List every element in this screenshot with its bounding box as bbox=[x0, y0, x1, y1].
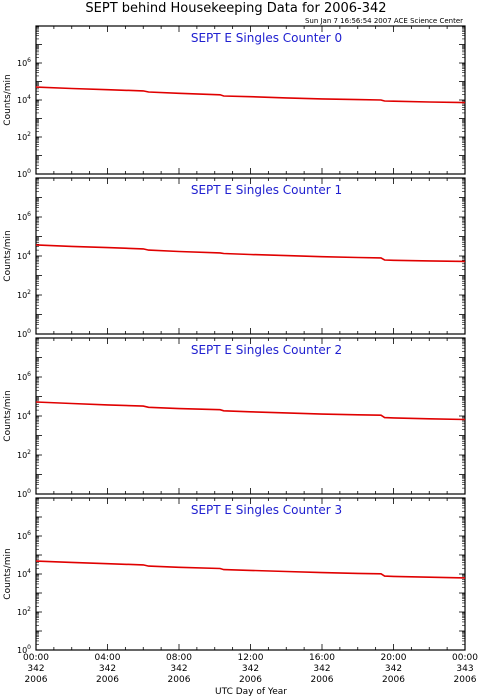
y-tick-label: 106 bbox=[17, 211, 31, 222]
y-tick-label: 106 bbox=[17, 371, 31, 382]
x-tick-label: 342 bbox=[27, 664, 44, 674]
x-tick-label: 2006 bbox=[311, 675, 334, 685]
x-tick-label: 342 bbox=[385, 664, 402, 674]
y-axis-label: Counts/min bbox=[3, 390, 13, 441]
x-tick-label: 12:00 bbox=[238, 653, 264, 663]
panel-title: SEPT E Singles Counter 3 bbox=[191, 503, 342, 517]
panel-3: 100 102 104 106 Counts/min SEPT E Singles Cou… bbox=[3, 497, 466, 655]
y-axis-label: Counts/min bbox=[3, 548, 13, 599]
y-tick-label: 104 bbox=[17, 94, 31, 105]
x-tick-label: 2006 bbox=[454, 675, 477, 685]
x-tick-label: 342 bbox=[242, 664, 259, 674]
panels: 100 102 104 106 Counts/min SEPT E Singles Cou… bbox=[3, 25, 466, 655]
x-tick-label: 2006 bbox=[25, 675, 48, 685]
y-axis-label: Counts/min bbox=[3, 230, 13, 281]
x-tick-label: 342 bbox=[313, 664, 330, 674]
x-tick-label: 00:00 bbox=[23, 653, 49, 663]
x-tick-label: 20:00 bbox=[381, 653, 407, 663]
panel-title: SEPT E Singles Counter 0 bbox=[191, 31, 342, 45]
y-tick-label: 104 bbox=[17, 568, 31, 579]
panel-2: 100 102 104 106 Counts/min SEPT E Singles Cou… bbox=[3, 337, 466, 499]
panel-title: SEPT E Singles Counter 1 bbox=[191, 183, 342, 197]
x-tick-label: 343 bbox=[456, 664, 473, 674]
y-tick-label: 104 bbox=[17, 250, 31, 261]
y-tick-label: 100 bbox=[17, 328, 31, 339]
y-tick-label: 102 bbox=[17, 606, 31, 617]
panel-0: 100 102 104 106 Counts/min SEPT E Singles Cou… bbox=[3, 25, 466, 179]
x-tick-label: 2006 bbox=[239, 675, 262, 685]
x-tick-label: 08:00 bbox=[166, 653, 192, 663]
panel-frame bbox=[35, 497, 466, 651]
counter-series-line bbox=[35, 401, 466, 421]
y-tick-label: 102 bbox=[17, 289, 31, 300]
x-tick-label: 04:00 bbox=[95, 653, 121, 663]
figure-timestamp: Sun Jan 7 16:56:54 2007 ACE Science Cent… bbox=[305, 17, 463, 25]
y-tick-label: 100 bbox=[17, 168, 31, 179]
counter-series-line bbox=[35, 244, 466, 263]
x-axis-labels: 00:00342200604:00342200608:00342200612:0… bbox=[23, 653, 478, 685]
y-tick-label: 104 bbox=[17, 410, 31, 421]
y-tick-label: 106 bbox=[17, 57, 31, 68]
y-tick-label: 100 bbox=[17, 644, 31, 655]
y-tick-label: 102 bbox=[17, 131, 31, 142]
panel-frame bbox=[35, 25, 466, 175]
x-tick-label: 16:00 bbox=[309, 653, 335, 663]
panel-frame bbox=[35, 337, 466, 495]
panel-1: 100 102 104 106 Counts/min SEPT E Singles Cou… bbox=[3, 177, 466, 339]
counter-series-line bbox=[35, 86, 466, 104]
panel-title: SEPT E Singles Counter 2 bbox=[191, 343, 342, 357]
x-axis-title: UTC Day of Year bbox=[215, 687, 287, 697]
y-axis-label: Counts/min bbox=[3, 74, 13, 125]
x-tick-label: 2006 bbox=[96, 675, 119, 685]
x-tick-label: 2006 bbox=[168, 675, 191, 685]
panel-frame bbox=[35, 177, 466, 335]
x-tick-label: 00:00 bbox=[452, 653, 478, 663]
x-tick-label: 342 bbox=[170, 664, 187, 674]
counter-series-line bbox=[35, 560, 466, 579]
y-tick-label: 100 bbox=[17, 488, 31, 499]
y-tick-label: 106 bbox=[17, 530, 31, 541]
figure-title: SEPT behind Housekeeping Data for 2006-3… bbox=[85, 1, 386, 16]
y-tick-label: 102 bbox=[17, 449, 31, 460]
x-tick-label: 2006 bbox=[382, 675, 405, 685]
x-tick-label: 342 bbox=[99, 664, 116, 674]
